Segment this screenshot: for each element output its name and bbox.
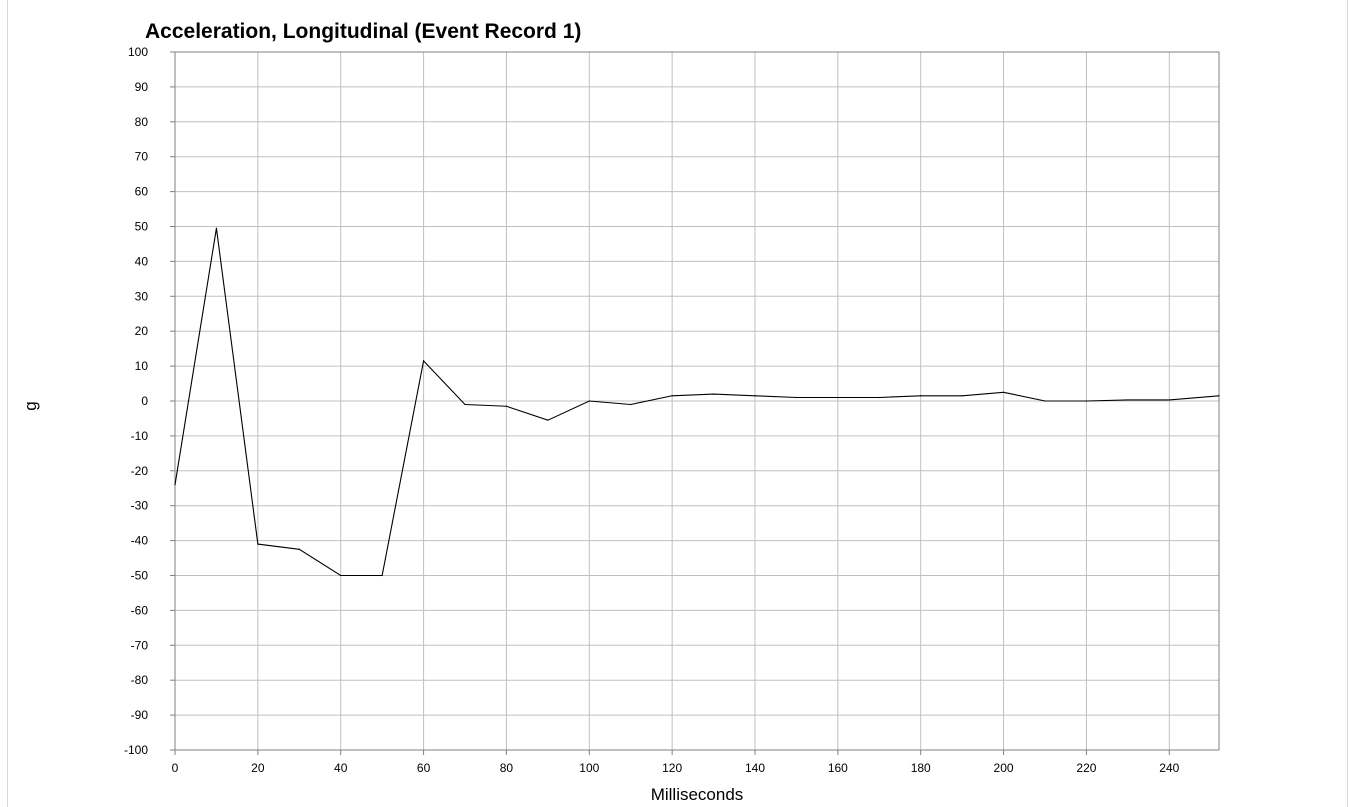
x-axis-label: Milliseconds	[651, 785, 744, 804]
data-point	[257, 543, 259, 545]
x-tick-label: 100	[579, 761, 599, 775]
y-tick-label: 60	[135, 185, 149, 199]
x-tick-label: 60	[417, 761, 431, 775]
data-point	[464, 403, 466, 406]
data-point	[215, 227, 218, 229]
data-point	[422, 360, 425, 362]
tick-labels: 1009080706050403020100-10-20-30-40-50-60…	[124, 45, 1180, 775]
plot-area-border	[174, 51, 1220, 751]
data-point	[961, 395, 963, 397]
y-tick-label: 70	[135, 150, 149, 164]
y-tick-label: 90	[135, 80, 149, 94]
x-tick-label: 160	[828, 761, 848, 775]
chart-title: Acceleration, Longitudinal (Event Record…	[145, 20, 582, 43]
data-point	[381, 574, 383, 577]
data-point	[1044, 400, 1046, 402]
series-lines	[174, 227, 1220, 577]
y-tick-label: -80	[131, 673, 149, 687]
x-tick-label: 180	[911, 761, 931, 775]
x-tick-label: 0	[172, 761, 179, 775]
y-tick-label: -20	[131, 464, 149, 478]
x-tick-label: 120	[662, 761, 682, 775]
data-point	[671, 395, 673, 397]
y-tick-label: -60	[131, 603, 149, 617]
data-point	[795, 396, 798, 399]
x-tick-label: 200	[994, 761, 1014, 775]
y-tick-label: -100	[124, 743, 148, 757]
data-point	[630, 403, 632, 406]
y-tick-label: 30	[135, 289, 149, 303]
x-tick-label: 240	[1159, 761, 1179, 775]
x-tick-label: 40	[334, 761, 348, 775]
data-point	[340, 574, 342, 577]
y-tick-label: 20	[135, 324, 149, 338]
y-tick-label: -90	[131, 708, 149, 722]
left-border-line	[7, 0, 8, 807]
y-tick-label: -40	[131, 534, 149, 548]
y-tick-label: -50	[131, 569, 149, 583]
x-tick-label: 80	[500, 761, 514, 775]
y-tick-label: 100	[128, 45, 148, 59]
data-point	[878, 396, 880, 399]
data-point	[588, 400, 590, 402]
data-point	[1002, 391, 1005, 393]
data-point	[298, 548, 300, 550]
y-tick-label: -70	[131, 638, 149, 652]
x-tick-label: 20	[251, 761, 265, 775]
y-tick-label: 80	[135, 115, 149, 129]
data-point	[712, 393, 715, 395]
data-point	[1218, 395, 1220, 397]
series-line-0	[174, 228, 1220, 577]
data-point	[837, 396, 839, 399]
data-point	[505, 405, 508, 407]
data-point	[1168, 399, 1170, 401]
data-point	[754, 395, 756, 397]
y-tick-label: -10	[131, 429, 149, 443]
y-tick-label: 10	[135, 359, 149, 373]
data-point	[920, 395, 922, 397]
data-point	[1085, 400, 1088, 402]
y-tick-label: 0	[141, 394, 148, 408]
x-tick-label: 220	[1076, 761, 1096, 775]
y-tick-label: -30	[131, 499, 149, 513]
y-axis-label: g	[21, 401, 40, 410]
x-tick-label: 140	[745, 761, 765, 775]
y-tick-label: 50	[135, 220, 149, 234]
y-tick-label: 40	[135, 254, 149, 268]
data-point	[1127, 399, 1129, 401]
data-point	[547, 419, 549, 421]
data-point	[174, 484, 176, 486]
axes	[170, 51, 1220, 755]
